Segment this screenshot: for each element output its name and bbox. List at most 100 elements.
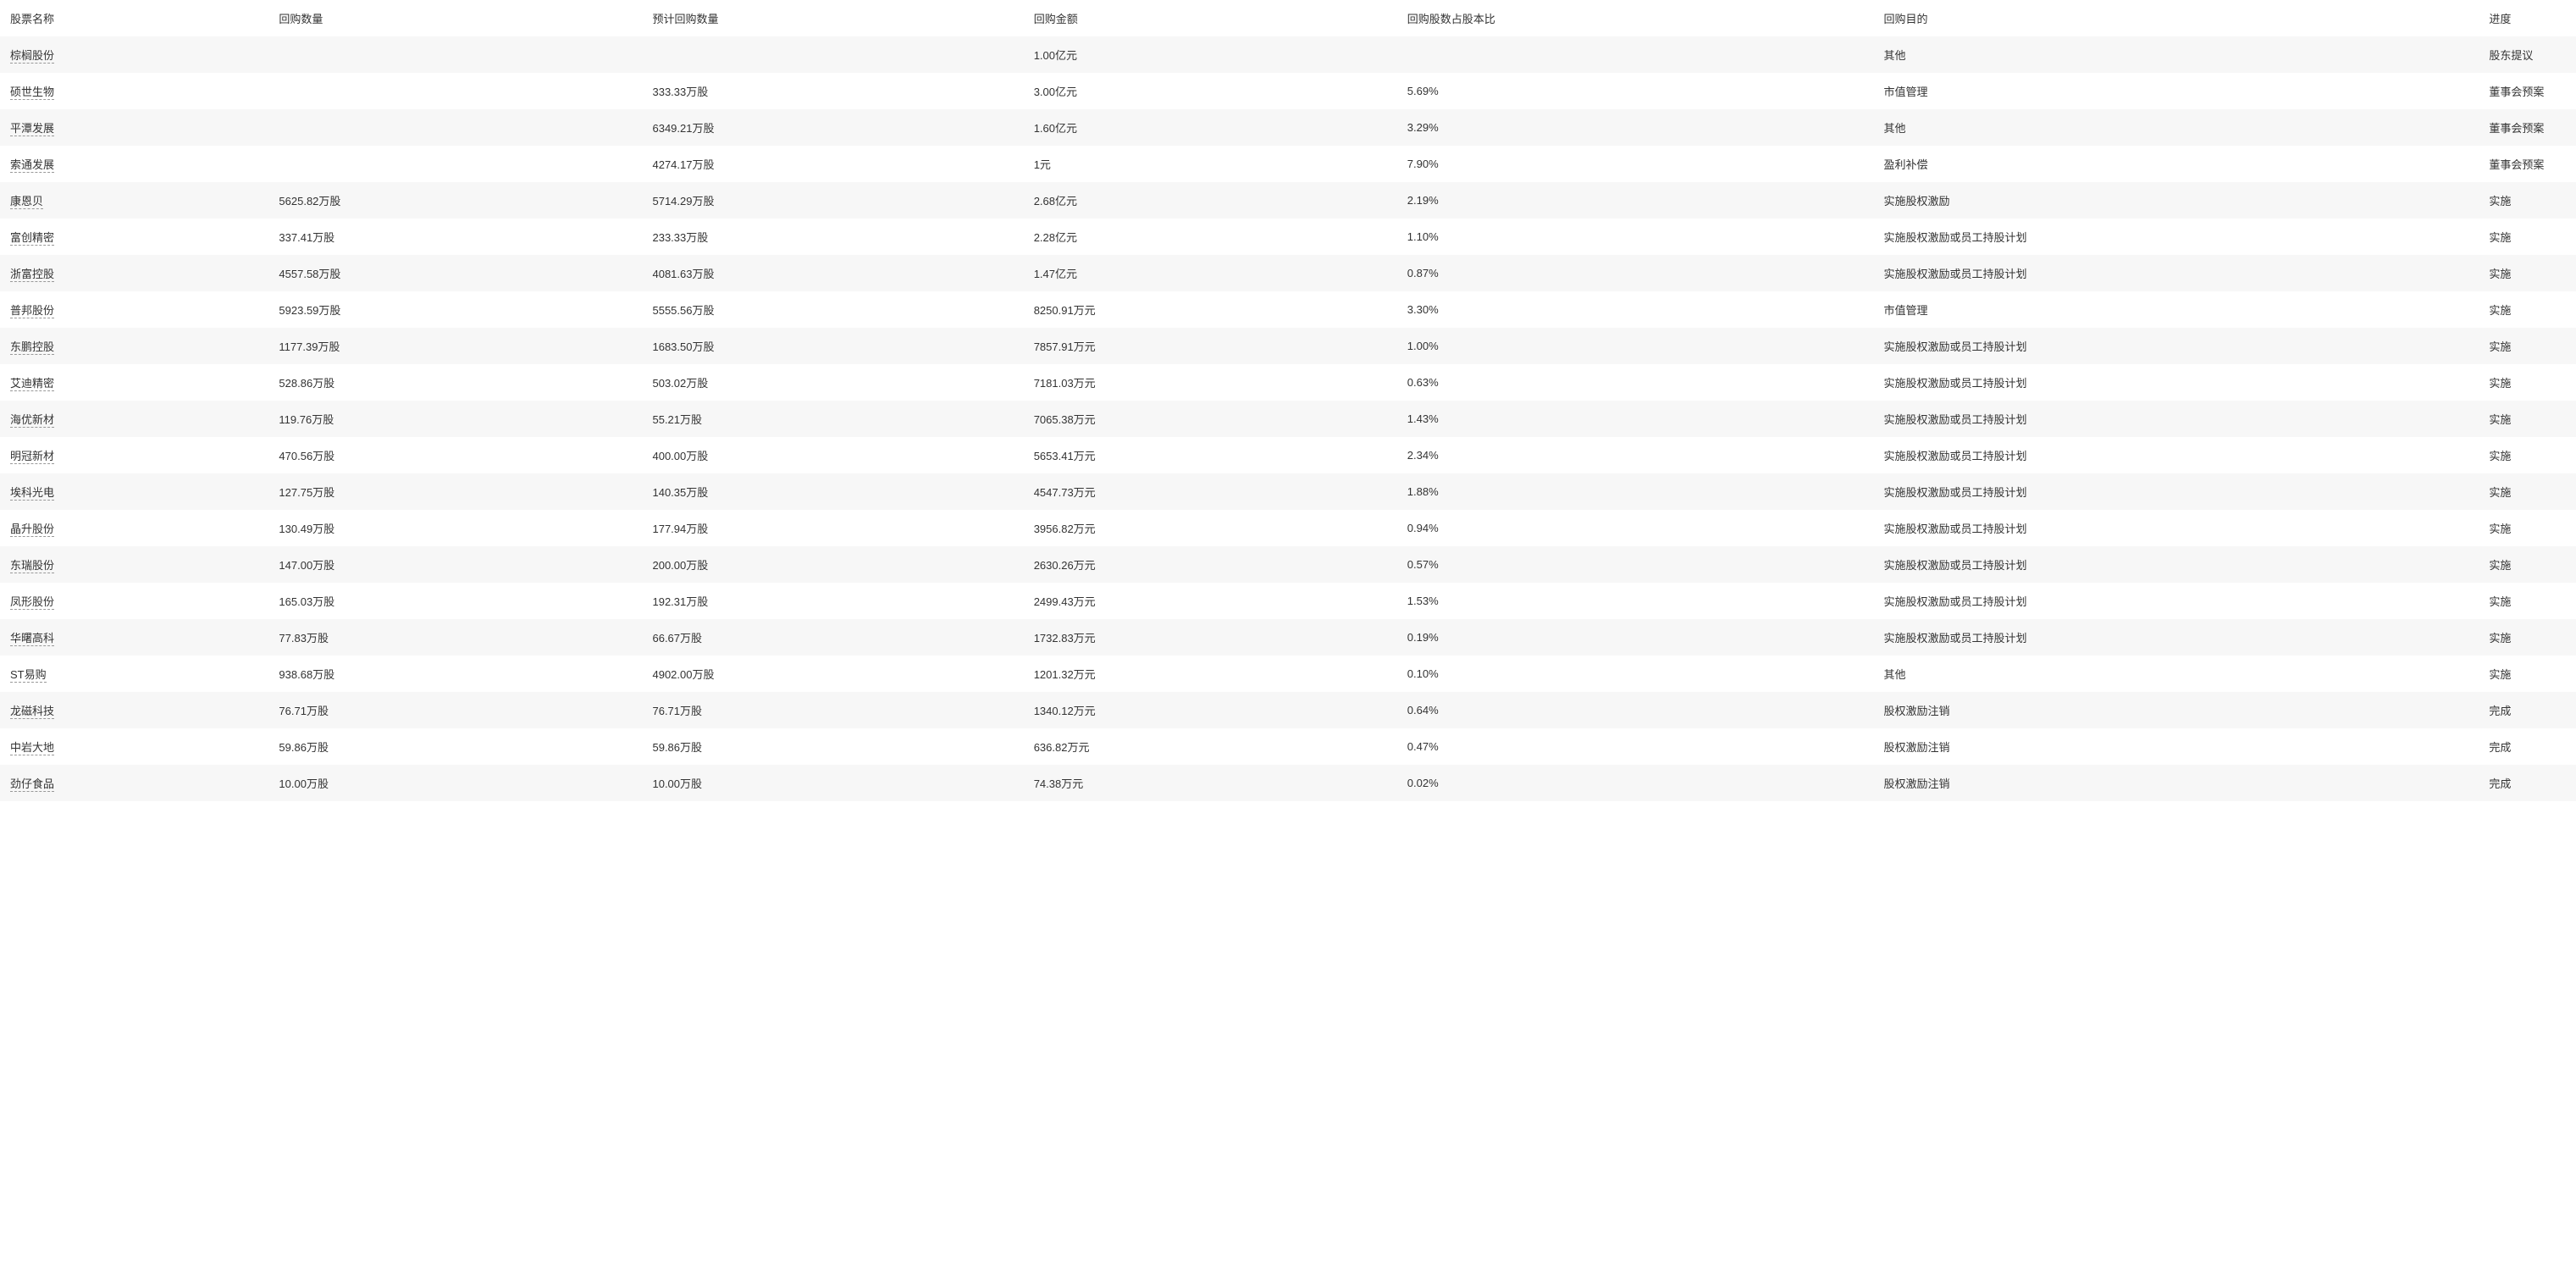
stock-link[interactable]: 普邦股份 xyxy=(10,304,54,318)
cell-qty: 4557.58万股 xyxy=(270,255,644,291)
table-row: 浙富控股4557.58万股4081.63万股1.47亿元0.87%实施股权激励或… xyxy=(0,255,2576,291)
col-stock-name[interactable]: 股票名称 xyxy=(0,0,270,36)
cell-est-qty: 6349.21万股 xyxy=(644,109,1025,146)
cell-stock-name: 富创精密 xyxy=(0,219,270,255)
cell-qty: 470.56万股 xyxy=(270,437,644,473)
cell-progress: 实施 xyxy=(2480,583,2576,619)
cell-est-qty: 5555.56万股 xyxy=(644,291,1025,328)
cell-qty: 337.41万股 xyxy=(270,219,644,255)
cell-progress: 完成 xyxy=(2480,728,2576,765)
cell-amount: 1201.32万元 xyxy=(1025,656,1399,692)
stock-link[interactable]: 浙富控股 xyxy=(10,268,54,282)
cell-qty: 127.75万股 xyxy=(270,473,644,510)
stock-link[interactable]: 东瑞股份 xyxy=(10,559,54,573)
col-progress[interactable]: 进度 xyxy=(2480,0,2576,36)
cell-est-qty: 5714.29万股 xyxy=(644,182,1025,219)
cell-est-qty: 140.35万股 xyxy=(644,473,1025,510)
col-ratio[interactable]: 回购股数占股本比 xyxy=(1399,0,1876,36)
cell-progress: 实施 xyxy=(2480,401,2576,437)
cell-amount: 7181.03万元 xyxy=(1025,364,1399,401)
cell-amount: 3956.82万元 xyxy=(1025,510,1399,546)
stock-link[interactable]: 东鹏控股 xyxy=(10,340,54,355)
col-amount[interactable]: 回购金额 xyxy=(1025,0,1399,36)
cell-qty: 119.76万股 xyxy=(270,401,644,437)
stock-link[interactable]: 晶升股份 xyxy=(10,523,54,537)
cell-ratio: 3.29% xyxy=(1399,109,1876,146)
table-row: 中岩大地59.86万股59.86万股636.82万元0.47%股权激励注销完成 xyxy=(0,728,2576,765)
stock-link[interactable]: 索通发展 xyxy=(10,158,54,173)
cell-stock-name: 埃科光电 xyxy=(0,473,270,510)
cell-stock-name: 晶升股份 xyxy=(0,510,270,546)
stock-link[interactable]: 康恩贝 xyxy=(10,195,43,209)
cell-amount: 1340.12万元 xyxy=(1025,692,1399,728)
cell-qty: 147.00万股 xyxy=(270,546,644,583)
cell-est-qty: 333.33万股 xyxy=(644,73,1025,109)
table-row: 康恩贝5625.82万股5714.29万股2.68亿元2.19%实施股权激励实施 xyxy=(0,182,2576,219)
cell-qty: 76.71万股 xyxy=(270,692,644,728)
cell-progress: 股东提议 xyxy=(2480,36,2576,73)
cell-amount: 74.38万元 xyxy=(1025,765,1399,801)
stock-link[interactable]: 海优新材 xyxy=(10,413,54,428)
col-purpose[interactable]: 回购目的 xyxy=(1876,0,2481,36)
cell-amount: 3.00亿元 xyxy=(1025,73,1399,109)
cell-stock-name: 普邦股份 xyxy=(0,291,270,328)
cell-qty: 5923.59万股 xyxy=(270,291,644,328)
cell-purpose: 实施股权激励或员工持股计划 xyxy=(1876,510,2481,546)
stock-link[interactable]: 劲仔食品 xyxy=(10,777,54,792)
cell-qty: 130.49万股 xyxy=(270,510,644,546)
cell-qty: 5625.82万股 xyxy=(270,182,644,219)
cell-ratio: 0.19% xyxy=(1399,619,1876,656)
cell-ratio: 0.87% xyxy=(1399,255,1876,291)
stock-link[interactable]: 凤形股份 xyxy=(10,595,54,610)
table-row: 明冠新材470.56万股400.00万股5653.41万元2.34%实施股权激励… xyxy=(0,437,2576,473)
cell-est-qty: 66.67万股 xyxy=(644,619,1025,656)
cell-amount: 1732.83万元 xyxy=(1025,619,1399,656)
table-row: 艾迪精密528.86万股503.02万股7181.03万元0.63%实施股权激励… xyxy=(0,364,2576,401)
cell-amount: 2.28亿元 xyxy=(1025,219,1399,255)
stock-link[interactable]: 硕世生物 xyxy=(10,86,54,100)
stock-link[interactable]: ST易购 xyxy=(10,668,47,683)
cell-qty xyxy=(270,73,644,109)
cell-ratio: 0.57% xyxy=(1399,546,1876,583)
stock-link[interactable]: 明冠新材 xyxy=(10,450,54,464)
cell-purpose: 实施股权激励或员工持股计划 xyxy=(1876,219,2481,255)
cell-amount: 636.82万元 xyxy=(1025,728,1399,765)
table-row: 凤形股份165.03万股192.31万股2499.43万元1.53%实施股权激励… xyxy=(0,583,2576,619)
cell-purpose: 盈利补偿 xyxy=(1876,146,2481,182)
cell-ratio: 0.63% xyxy=(1399,364,1876,401)
stock-link[interactable]: 中岩大地 xyxy=(10,741,54,755)
cell-progress: 实施 xyxy=(2480,473,2576,510)
cell-progress: 实施 xyxy=(2480,619,2576,656)
stock-link[interactable]: 富创精密 xyxy=(10,231,54,246)
cell-stock-name: 浙富控股 xyxy=(0,255,270,291)
cell-amount: 1.47亿元 xyxy=(1025,255,1399,291)
table-body: 棕榈股份1.00亿元其他股东提议硕世生物333.33万股3.00亿元5.69%市… xyxy=(0,36,2576,801)
cell-purpose: 实施股权激励或员工持股计划 xyxy=(1876,619,2481,656)
cell-purpose: 实施股权激励或员工持股计划 xyxy=(1876,255,2481,291)
cell-qty: 77.83万股 xyxy=(270,619,644,656)
stock-link[interactable]: 平潭发展 xyxy=(10,122,54,136)
cell-purpose: 实施股权激励或员工持股计划 xyxy=(1876,583,2481,619)
cell-stock-name: 劲仔食品 xyxy=(0,765,270,801)
cell-progress: 实施 xyxy=(2480,219,2576,255)
cell-ratio: 1.10% xyxy=(1399,219,1876,255)
cell-qty: 1177.39万股 xyxy=(270,328,644,364)
stock-link[interactable]: 埃科光电 xyxy=(10,486,54,501)
cell-stock-name: 中岩大地 xyxy=(0,728,270,765)
cell-amount: 1.00亿元 xyxy=(1025,36,1399,73)
cell-amount: 1元 xyxy=(1025,146,1399,182)
col-qty[interactable]: 回购数量 xyxy=(270,0,644,36)
stock-link[interactable]: 棕榈股份 xyxy=(10,49,54,64)
stock-link[interactable]: 艾迪精密 xyxy=(10,377,54,391)
cell-qty xyxy=(270,146,644,182)
cell-qty xyxy=(270,109,644,146)
col-est-qty[interactable]: 预计回购数量 xyxy=(644,0,1025,36)
cell-purpose: 市值管理 xyxy=(1876,73,2481,109)
cell-progress: 完成 xyxy=(2480,692,2576,728)
cell-qty: 165.03万股 xyxy=(270,583,644,619)
stock-link[interactable]: 龙磁科技 xyxy=(10,705,54,719)
cell-qty: 528.86万股 xyxy=(270,364,644,401)
cell-ratio: 1.88% xyxy=(1399,473,1876,510)
stock-link[interactable]: 华曙高科 xyxy=(10,632,54,646)
cell-amount: 4547.73万元 xyxy=(1025,473,1399,510)
